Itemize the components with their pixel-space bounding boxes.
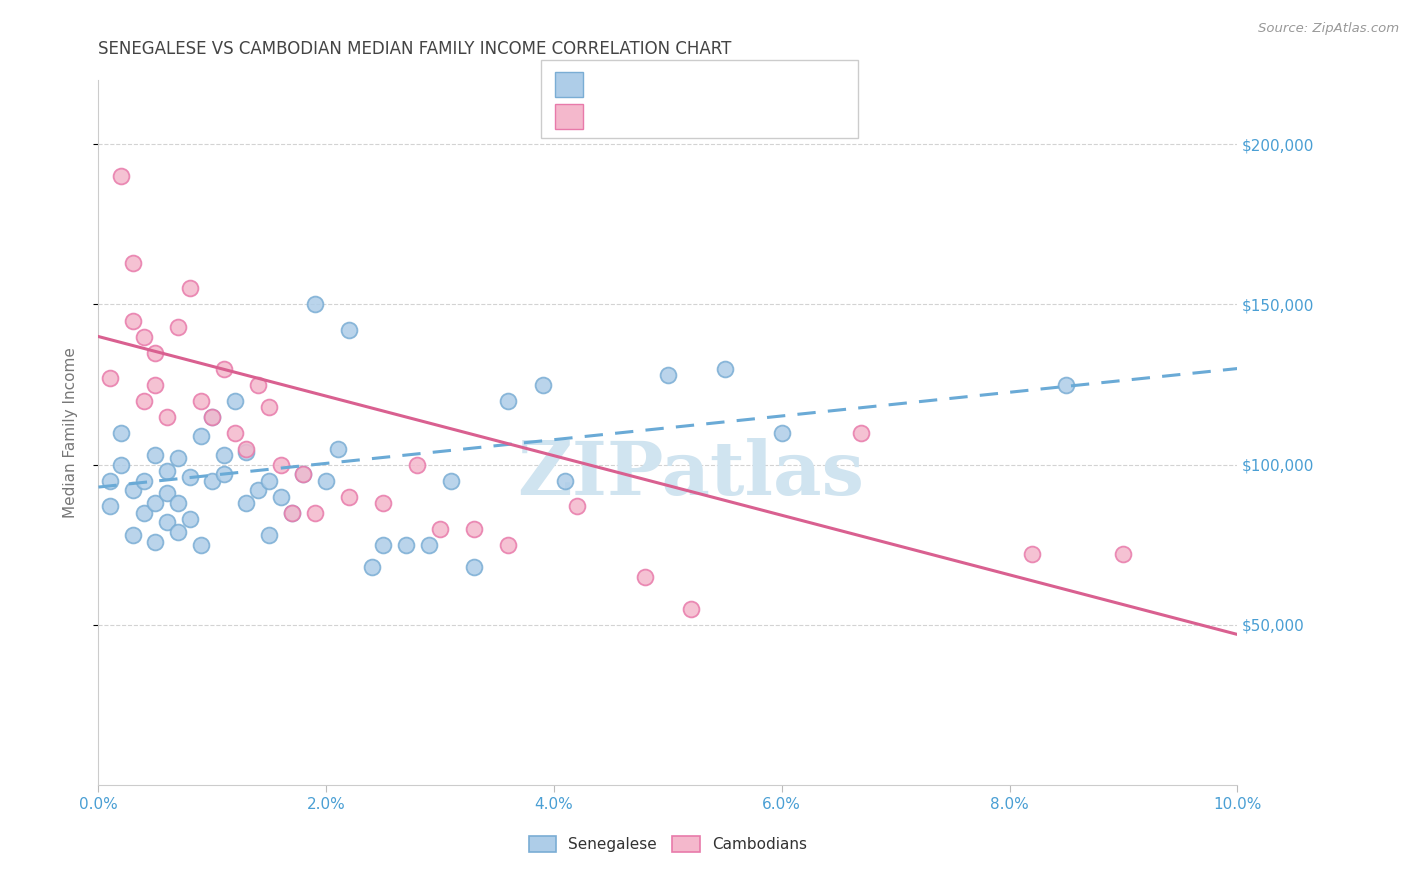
Point [565,500,588,514]
Text: 51: 51 [731,78,754,92]
Point [498,393,520,408]
Point [145,345,167,359]
Point [98,500,121,514]
Point [201,409,224,424]
Point [98,371,121,385]
Text: N =: N = [683,78,730,92]
Point [212,448,235,462]
Point [326,442,349,456]
Point [373,538,395,552]
Point [110,458,132,472]
Point [292,467,315,482]
Point [235,442,257,456]
Point [679,601,702,615]
Point [1056,377,1078,392]
Point [337,490,360,504]
Point [304,506,326,520]
Point [281,506,304,520]
Point [1112,547,1135,561]
Point [337,323,360,337]
Point [132,329,155,343]
Text: Source: ZipAtlas.com: Source: ZipAtlas.com [1258,22,1399,36]
Point [121,483,143,498]
Point [167,524,190,539]
Text: N =: N = [683,110,730,124]
Point [235,445,257,459]
Text: SENEGALESE VS CAMBODIAN MEDIAN FAMILY INCOME CORRELATION CHART: SENEGALESE VS CAMBODIAN MEDIAN FAMILY IN… [98,40,731,58]
Point [212,467,235,482]
Point [179,512,201,526]
Text: R =: R = [595,78,630,92]
Text: 0.172: 0.172 [630,78,686,92]
Point [851,425,873,440]
Point [145,534,167,549]
Point [156,486,179,500]
Point [190,393,212,408]
Point [179,281,201,295]
Point [201,409,224,424]
Point [179,470,201,484]
Point [463,560,485,574]
Point [132,393,155,408]
Point [224,393,246,408]
Point [167,496,190,510]
Point [224,425,246,440]
Point [770,425,793,440]
Point [190,429,212,443]
Point [246,483,269,498]
Point [429,522,451,536]
Point [281,506,304,520]
Point [145,496,167,510]
Point [360,560,382,574]
Point [463,522,485,536]
Point [395,538,418,552]
Point [235,496,257,510]
Point [212,361,235,376]
Point [315,474,337,488]
Point [554,474,576,488]
Point [657,368,679,382]
Point [634,570,657,584]
Point [145,448,167,462]
Text: -0.479: -0.479 [630,110,688,124]
Point [132,474,155,488]
Point [167,451,190,466]
Point [292,467,315,482]
Point [418,538,440,552]
Point [156,409,179,424]
Point [190,538,212,552]
Point [270,490,292,504]
Point [121,528,143,542]
Point [121,313,143,327]
Point [110,425,132,440]
Text: 34: 34 [731,110,754,124]
Point [259,400,281,414]
Y-axis label: Median Family Income: Median Family Income [63,347,77,518]
Point [498,538,520,552]
Point [201,474,224,488]
Point [132,506,155,520]
Point [246,377,269,392]
Point [156,464,179,478]
Point [531,377,554,392]
Text: R =: R = [595,110,630,124]
Point [145,377,167,392]
Point [1021,547,1043,561]
Point [98,474,121,488]
Point [156,516,179,530]
Legend: Senegalese, Cambodians: Senegalese, Cambodians [523,830,813,858]
Point [259,528,281,542]
Text: ZIPatlas: ZIPatlas [517,438,865,511]
Point [304,297,326,311]
Point [440,474,463,488]
Point [406,458,429,472]
Point [270,458,292,472]
Point [167,320,190,334]
Point [259,474,281,488]
Point [110,169,132,184]
Point [121,256,143,270]
Point [373,496,395,510]
Point [714,361,737,376]
